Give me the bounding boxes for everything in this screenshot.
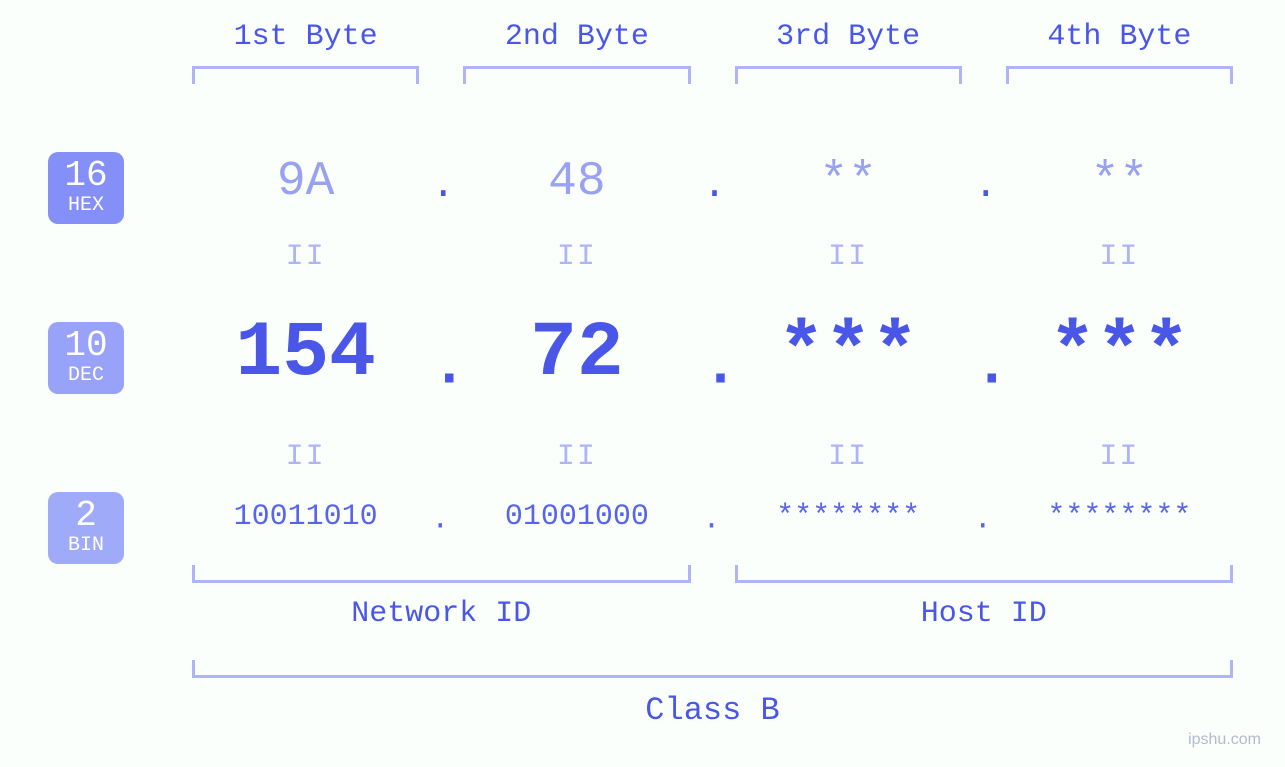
equals-icon: II <box>1099 240 1139 274</box>
dot-icon: . <box>703 503 721 537</box>
eq-cell: II <box>441 440 712 474</box>
equals-row-1: II II II II <box>170 240 1255 274</box>
dot-icon: . <box>431 164 455 209</box>
hex-cell-4: .** <box>984 155 1255 209</box>
byte-col-4: 4th Byte <box>984 20 1255 84</box>
equals-icon: II <box>1099 440 1139 474</box>
eq-cell: II <box>713 240 984 274</box>
bin-val-2: 01001000 <box>505 500 649 534</box>
bin-cell-1: 10011010 <box>170 500 441 534</box>
equals-icon: II <box>286 240 326 274</box>
equals-icon: II <box>557 240 597 274</box>
byte-label-1: 1st Byte <box>170 20 441 54</box>
byte-label-3: 3rd Byte <box>713 20 984 54</box>
hex-val-4: ** <box>1091 155 1149 209</box>
equals-icon: II <box>828 240 868 274</box>
top-bracket-4 <box>1006 66 1233 84</box>
host-id-label: Host ID <box>713 597 1256 631</box>
byte-col-1: 1st Byte <box>170 20 441 84</box>
equals-row-2: II II II II <box>170 440 1255 474</box>
bin-cell-2: .01001000 <box>441 500 712 534</box>
dec-badge-txt: DEC <box>48 366 124 386</box>
dot-icon: . <box>703 334 739 402</box>
hex-badge-num: 16 <box>48 158 124 194</box>
eq-cell: II <box>984 440 1255 474</box>
host-bracket <box>735 565 1234 583</box>
dot-icon: . <box>703 164 727 209</box>
dec-val-3: *** <box>778 310 918 398</box>
dec-badge-num: 10 <box>48 328 124 364</box>
hex-val-1: 9A <box>277 155 335 209</box>
hex-cell-3: .** <box>713 155 984 209</box>
network-id-label: Network ID <box>170 597 713 631</box>
class-label: Class B <box>170 692 1255 729</box>
dot-icon: . <box>974 334 1010 402</box>
dec-cell-3: .*** <box>713 310 984 398</box>
dot-icon: . <box>974 503 992 537</box>
net-host-row: Network ID Host ID <box>170 565 1255 631</box>
eq-cell: II <box>441 240 712 274</box>
byte-labels-row: 1st Byte 2nd Byte 3rd Byte 4th Byte <box>170 20 1255 84</box>
hex-val-3: ** <box>819 155 877 209</box>
top-bracket-2 <box>463 66 690 84</box>
byte-col-3: 3rd Byte <box>713 20 984 84</box>
eq-cell: II <box>170 240 441 274</box>
eq-cell: II <box>713 440 984 474</box>
eq-cell: II <box>984 240 1255 274</box>
dot-icon: . <box>431 503 449 537</box>
dec-val-2: 72 <box>530 310 624 398</box>
eq-cell: II <box>170 440 441 474</box>
byte-label-4: 4th Byte <box>984 20 1255 54</box>
bin-badge-num: 2 <box>48 498 124 534</box>
hex-cell-2: .48 <box>441 155 712 209</box>
bin-cell-3: .******** <box>713 500 984 534</box>
bin-badge-txt: BIN <box>48 536 124 556</box>
ip-diagram: 1st Byte 2nd Byte 3rd Byte 4th Byte 16 H… <box>0 0 1285 767</box>
dec-cell-1: 154 <box>170 310 441 398</box>
bin-cell-4: .******** <box>984 500 1255 534</box>
dec-row: 154 .72 .*** .*** <box>170 310 1255 398</box>
watermark: ipshu.com <box>1188 731 1261 749</box>
class-row: Class B <box>170 660 1255 729</box>
dot-icon: . <box>431 334 467 402</box>
top-bracket-1 <box>192 66 419 84</box>
equals-icon: II <box>286 440 326 474</box>
bin-badge: 2 BIN <box>48 492 124 564</box>
dec-val-4: *** <box>1049 310 1189 398</box>
dec-badge: 10 DEC <box>48 322 124 394</box>
host-id-section: Host ID <box>713 565 1256 631</box>
hex-row: 9A .48 .** .** <box>170 155 1255 209</box>
class-bracket <box>192 660 1233 678</box>
hex-badge: 16 HEX <box>48 152 124 224</box>
equals-icon: II <box>828 440 868 474</box>
equals-icon: II <box>557 440 597 474</box>
hex-val-2: 48 <box>548 155 606 209</box>
dec-val-1: 154 <box>235 310 375 398</box>
top-bracket-3 <box>735 66 962 84</box>
hex-badge-txt: HEX <box>48 196 124 216</box>
dec-cell-2: .72 <box>441 310 712 398</box>
dec-cell-4: .*** <box>984 310 1255 398</box>
dot-icon: . <box>974 164 998 209</box>
bin-row: 10011010 .01001000 .******** .******** <box>170 500 1255 534</box>
byte-col-2: 2nd Byte <box>441 20 712 84</box>
network-id-section: Network ID <box>170 565 713 631</box>
bin-val-3: ******** <box>776 500 920 534</box>
network-bracket <box>192 565 691 583</box>
bin-val-1: 10011010 <box>234 500 378 534</box>
hex-cell-1: 9A <box>170 155 441 209</box>
byte-label-2: 2nd Byte <box>441 20 712 54</box>
bin-val-4: ******** <box>1047 500 1191 534</box>
